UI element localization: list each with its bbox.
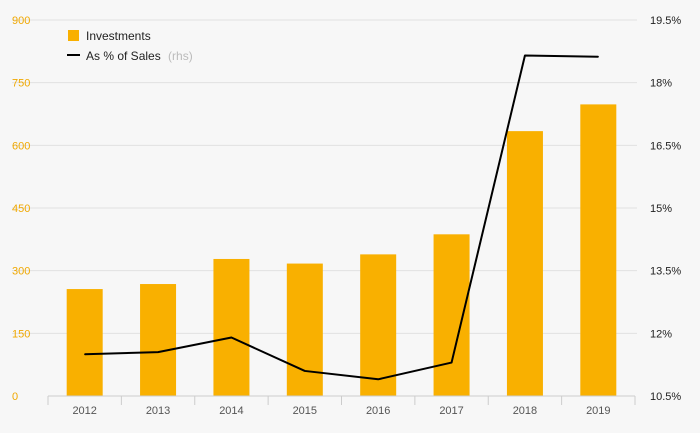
sales-percent-point [524,54,526,57]
investment-bars [66,104,617,396]
left-tick-label: 450 [12,203,30,215]
right-tick-label: 13.5% [650,266,681,278]
sales-percent-line-group [84,54,599,381]
investment-bar [66,289,103,396]
sales-percent-point [377,378,379,380]
x-tick-label: 2012 [72,405,96,417]
legend-bar-swatch [68,30,79,41]
left-tick-label: 0 [12,391,18,403]
x-tick-label: 2013 [146,405,170,417]
legend-sales-label: As % of Sales [86,49,161,63]
right-tick-label: 12% [650,328,672,340]
left-tick-label: 600 [12,140,30,152]
x-tick-label: 2014 [219,405,243,417]
svg-text:As % of Sales (rhs): As % of Sales (rhs) [86,49,193,63]
left-tick-label: 750 [12,78,30,90]
x-tick-label: 2019 [586,405,610,417]
x-tick-label: 2015 [293,405,317,417]
investment-bar [506,131,543,396]
gridlines [12,19,637,334]
x-tick-label: 2018 [513,405,537,417]
x-axis: 2012 2013 2014 2015 2016 2017 2018 2019 [47,395,636,417]
sales-percent-point [230,336,233,339]
sales-percent-point [597,56,599,58]
sales-percent-line [84,54,599,381]
investment-bar [286,263,323,396]
legend-rhs-suffix: (rhs) [168,49,193,63]
investment-bar [580,104,617,396]
right-tick-label: 19.5% [650,15,681,27]
x-tick-label: 2017 [439,405,463,417]
legend-investments-label: Investments [86,29,151,43]
left-tick-label: 150 [12,328,30,340]
tick-labels: 0 10.5% 150 12% 300 13.5% 450 15% 600 16.5% 750 18%… [12,15,681,403]
sales-percent-point [84,353,86,355]
investment-bar [140,284,177,396]
sales-percent-point [304,370,306,372]
left-tick-label: 900 [12,15,30,27]
sales-percent-point [157,351,159,353]
sales-percent-point [450,361,453,364]
left-tick-label: 300 [12,266,30,278]
investment-bar [213,258,250,396]
investment-bar [360,254,397,396]
right-tick-label: 15% [650,203,672,215]
investment-bar [433,234,470,396]
right-tick-label: 16.5% [650,140,681,152]
right-tick-label: 18% [650,78,672,90]
legend: Investments As % of Sales (rhs) [67,29,193,63]
x-tick-label: 2016 [366,405,390,417]
right-tick-label: 10.5% [650,391,681,403]
